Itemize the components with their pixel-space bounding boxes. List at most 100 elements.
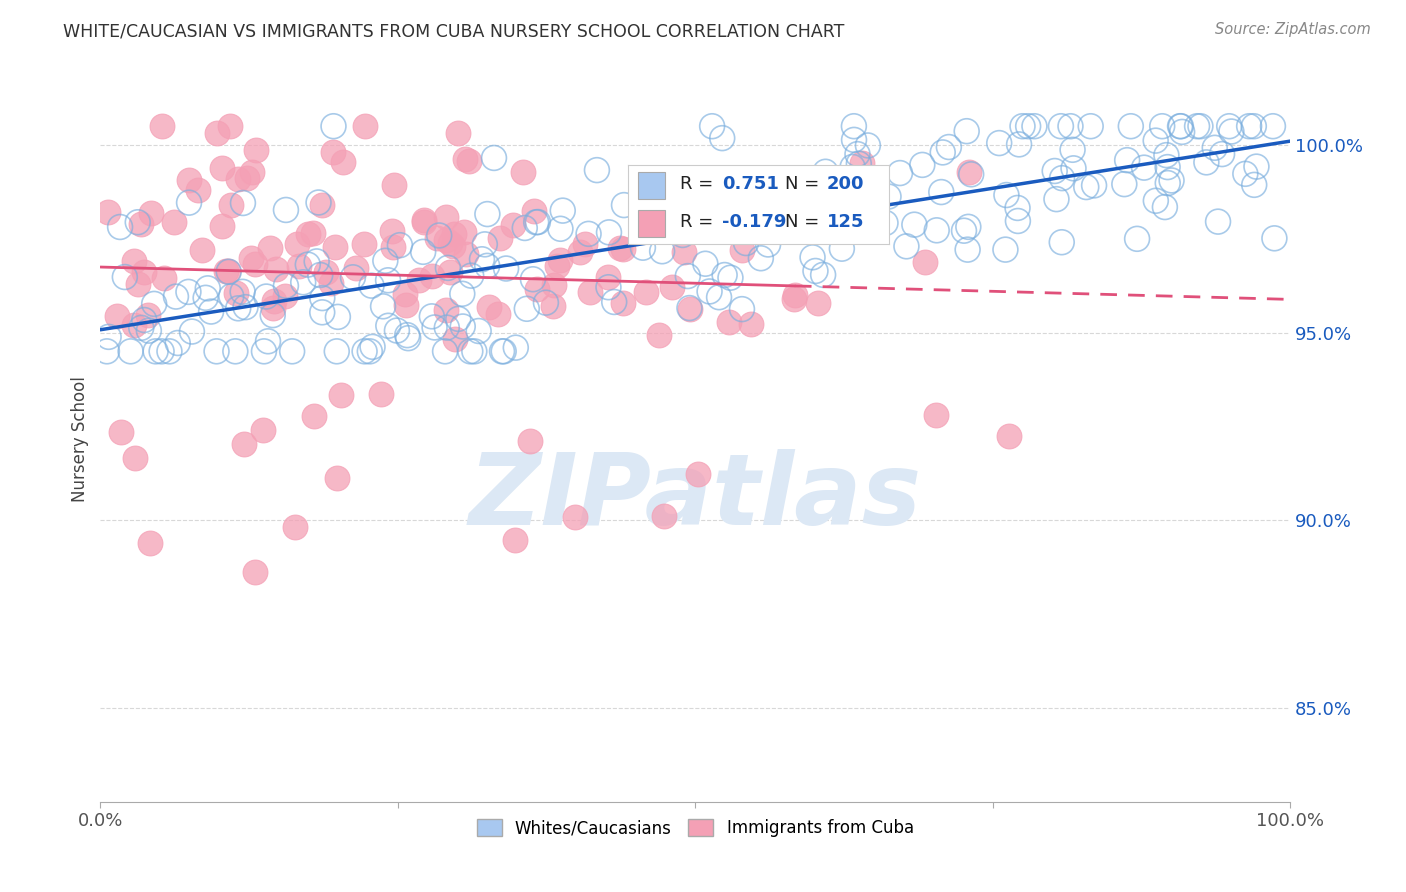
Point (1059, 119, 1081, 133)
Point (752, 208, 775, 222)
Point (197, 281, 219, 295)
Point (1043, 164, 1066, 178)
Point (1243, 119, 1265, 133)
Point (114, 270, 136, 285)
Text: R =: R = (681, 213, 713, 231)
Point (718, 315, 741, 329)
FancyBboxPatch shape (638, 210, 665, 236)
Point (1063, 161, 1085, 176)
Text: N =: N = (785, 176, 820, 194)
Point (938, 140, 960, 154)
Text: -0.179: -0.179 (723, 213, 786, 231)
Point (439, 265, 461, 279)
Point (957, 164, 980, 178)
Point (447, 311, 470, 326)
Point (332, 154, 354, 169)
Point (988, 136, 1011, 150)
Point (725, 173, 748, 187)
Point (811, 268, 834, 282)
Point (253, 344, 276, 359)
Point (804, 264, 827, 278)
Point (460, 268, 482, 283)
Point (263, 294, 285, 309)
Point (1076, 180, 1098, 194)
Point (994, 243, 1017, 257)
Point (221, 198, 243, 212)
Point (382, 178, 405, 192)
Point (731, 243, 754, 257)
Point (354, 119, 377, 133)
Point (226, 301, 249, 316)
Point (326, 310, 349, 324)
Point (519, 434, 541, 449)
Point (443, 227, 465, 242)
Point (998, 428, 1021, 442)
Point (896, 239, 918, 253)
Point (756, 237, 779, 252)
Point (224, 344, 246, 359)
Point (1195, 155, 1218, 169)
Point (740, 317, 762, 331)
Point (598, 225, 620, 239)
Point (1083, 178, 1105, 193)
Point (1050, 119, 1073, 133)
Point (274, 278, 297, 293)
Point (550, 221, 572, 235)
Point (361, 340, 384, 354)
Point (1116, 153, 1139, 168)
Point (311, 305, 333, 319)
Point (731, 302, 754, 317)
Point (1189, 119, 1212, 133)
Point (138, 324, 160, 338)
Point (311, 198, 333, 212)
Point (523, 204, 546, 219)
Point (477, 207, 499, 221)
Point (297, 258, 319, 272)
Point (524, 215, 547, 229)
Point (388, 238, 411, 252)
Point (311, 291, 333, 305)
Point (434, 344, 457, 359)
Point (420, 268, 443, 283)
Point (129, 217, 152, 231)
Point (502, 219, 524, 233)
Point (187, 183, 209, 197)
Point (568, 245, 591, 260)
Point (451, 319, 474, 334)
Point (652, 509, 675, 524)
Point (143, 297, 166, 311)
Point (1144, 194, 1167, 208)
Point (110, 425, 132, 439)
Point (1062, 143, 1084, 157)
Point (211, 219, 233, 234)
Point (177, 285, 200, 299)
Point (1171, 125, 1194, 139)
Point (807, 295, 830, 310)
Point (1261, 119, 1284, 133)
Point (1185, 119, 1208, 133)
Point (360, 278, 382, 293)
Point (543, 299, 565, 313)
Point (381, 224, 404, 238)
Point (191, 243, 214, 257)
Point (792, 180, 814, 194)
Point (315, 265, 337, 279)
Point (1156, 160, 1178, 174)
Point (1237, 119, 1260, 133)
Point (1170, 119, 1192, 133)
Point (543, 278, 565, 293)
Point (370, 387, 392, 401)
Point (211, 161, 233, 176)
Point (801, 250, 824, 264)
Point (457, 153, 479, 168)
Point (326, 471, 349, 485)
Point (120, 344, 142, 359)
Point (371, 299, 394, 313)
Point (486, 307, 509, 321)
Text: 0.751: 0.751 (723, 176, 779, 194)
Point (613, 198, 636, 212)
Point (956, 243, 979, 257)
Point (1050, 235, 1073, 250)
Point (495, 261, 517, 276)
Point (385, 324, 408, 338)
